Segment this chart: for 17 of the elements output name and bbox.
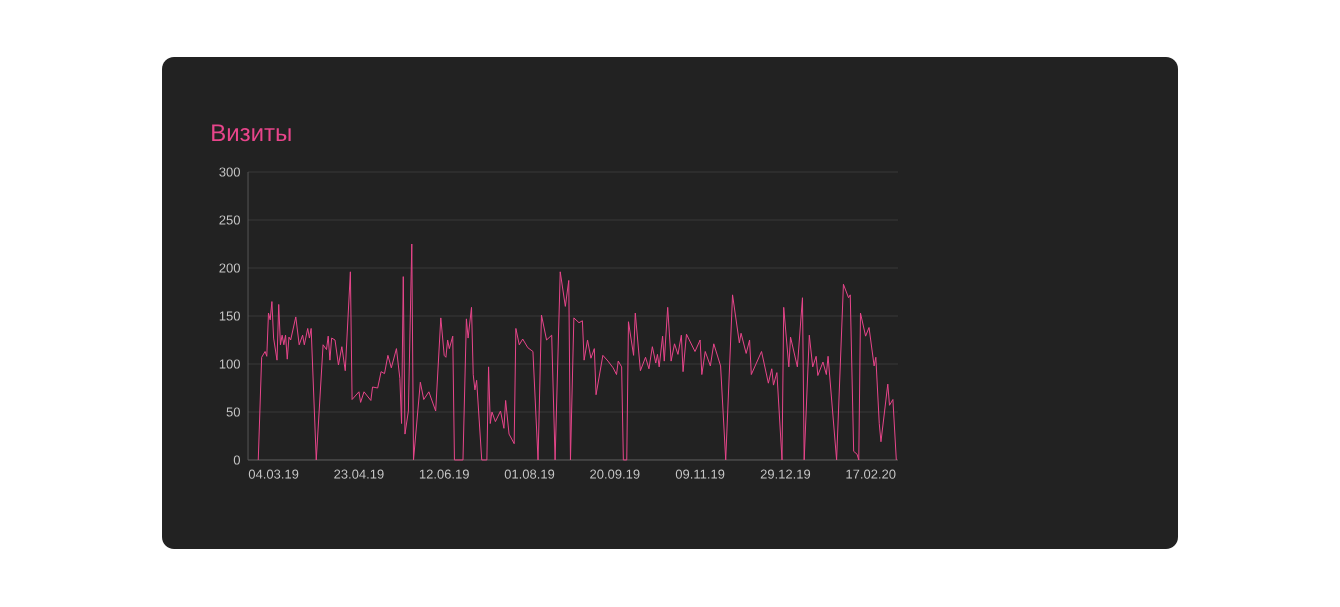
x-tick-label: 29.12.19	[760, 469, 811, 479]
chart-title: Визиты	[212, 124, 291, 142]
x-tick-label: 01.08.19	[504, 469, 555, 479]
x-tick-label: 04.03.19	[248, 469, 299, 479]
y-tick-label: 250	[219, 215, 240, 225]
x-tick-label: 17.02.20	[846, 469, 896, 479]
y-tick-label: 300	[219, 167, 240, 177]
x-tick-label: 20.09.19	[590, 469, 640, 479]
x-tick-label: 12.06.19	[419, 469, 469, 479]
y-tick-label: 150	[219, 311, 240, 321]
y-tick-label: 50	[226, 407, 240, 417]
x-tick-label: 23.04.19	[334, 469, 384, 479]
y-tick-label: 0	[233, 455, 240, 465]
y-tick-label: 200	[219, 263, 240, 273]
line-series	[257, 243, 897, 461]
x-tick-label: 09.11.19	[675, 469, 725, 479]
y-tick-label: 100	[219, 359, 240, 369]
